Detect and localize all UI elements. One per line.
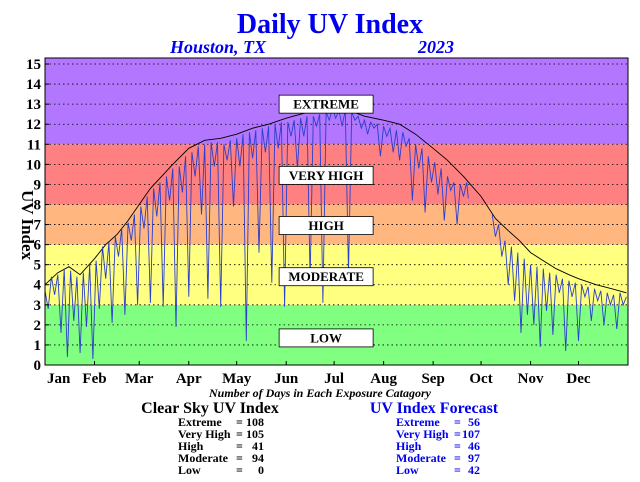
band-label-moderate: MODERATE (278, 267, 374, 287)
clear-sky-eq-moderate: = (236, 451, 243, 465)
x-tick-label: Aug (370, 371, 397, 387)
x-tick-label: Jan (47, 371, 71, 387)
x-tick-label: Apr (176, 371, 202, 387)
forecast-eq-very-high: = (454, 427, 461, 441)
clear-sky-value-moderate: 94 (252, 451, 264, 465)
y-tick-label: 9 (34, 177, 42, 193)
band-label-low: LOW (278, 328, 374, 348)
chart-location: Houston, TX (169, 37, 267, 57)
band-label-high: HIGH (278, 216, 374, 235)
band-label-text: HIGH (308, 218, 343, 233)
clear-sky-eq-low: = (236, 463, 243, 477)
x-tick-label: Feb (82, 371, 106, 387)
clear-sky-eq-high: = (236, 439, 243, 453)
y-tick-label: 3 (34, 298, 42, 314)
forecast-value-low: 42 (468, 463, 480, 477)
clear-sky-label-high: High (178, 439, 204, 453)
y-tick-label: 14 (26, 77, 42, 93)
x-tick-label: May (222, 371, 252, 387)
x-tick-label: Mar (125, 371, 154, 387)
forecast-value-extreme: 56 (468, 415, 480, 429)
forecast-eq-moderate: = (454, 451, 461, 465)
forecast-value-high: 46 (468, 439, 480, 453)
forecast-eq-high: = (454, 439, 461, 453)
band-labels: LOW MODERATE HIGH VERY HIGH EXTREME (278, 94, 374, 348)
band-label-box (278, 94, 374, 114)
clear-sky-label-extreme: Extreme (178, 415, 222, 429)
band-label-box (278, 328, 374, 348)
forecast-title: UV Index Forecast (370, 400, 499, 417)
forecast-eq-low: = (454, 463, 461, 477)
clear-sky-stats: Extreme = 108 Very High = 105 High = 41 … (178, 415, 264, 477)
y-tick-label: 1 (34, 338, 42, 354)
chart-title: Daily UV Index (237, 9, 423, 40)
forecast-eq-extreme: = (454, 415, 461, 429)
x-tick-label: Nov (518, 371, 544, 387)
clear-sky-label-very-high: Very High (178, 427, 231, 441)
band-label-text: EXTREME (293, 97, 359, 112)
forecast-value-moderate: 97 (468, 451, 480, 465)
plot-frame (44, 57, 629, 366)
band-label-text: LOW (310, 330, 342, 345)
forecast-label-moderate: Moderate (396, 451, 447, 465)
band-label-box (278, 267, 374, 287)
band-label-box (278, 216, 374, 235)
forecast-stats: Extreme = 56 Very High = 107 High = 46 M… (396, 415, 480, 477)
forecast-line (44, 106, 469, 360)
y-tick-label: 8 (34, 197, 42, 213)
x-tick-label: Sep (421, 371, 444, 387)
clear-sky-value-low: 0 (258, 463, 264, 477)
band-label-text: VERY HIGH (289, 168, 364, 183)
x-axis-ticks: Jan Feb Mar Apr May Jun Jul Aug Sep Oct Nov Dec (44, 361, 591, 387)
y-tick-label: 15 (26, 57, 41, 73)
y-tick-label: 4 (34, 278, 42, 294)
y-tick-label: 10 (26, 157, 41, 173)
chart-year: 2023 (417, 37, 454, 57)
forecast-label-low: Low (396, 463, 419, 477)
x-tick-label: Dec (566, 371, 590, 387)
forecast-value-very-high: 107 (462, 427, 480, 441)
forecast-label-very-high: Very High (396, 427, 449, 441)
y-axis-label: UV Index (18, 190, 37, 261)
x-tick-label: Oct (469, 371, 492, 387)
band-label-very-high: VERY HIGH (278, 165, 374, 185)
forecast-label-high: High (396, 439, 422, 453)
clear-sky-title: Clear Sky UV Index (141, 400, 279, 417)
clear-sky-value-high: 41 (252, 439, 264, 453)
forecast-label-extreme: Extreme (396, 415, 440, 429)
band-label-box (278, 165, 374, 185)
clear-sky-label-moderate: Moderate (178, 451, 229, 465)
stats-caption: Number of Days in Each Exposure Catagory (208, 386, 432, 400)
y-tick-label: 2 (34, 318, 42, 334)
clear-sky-value-very-high: 105 (246, 427, 264, 441)
clear-sky-value-extreme: 108 (246, 415, 264, 429)
forecast-line (491, 214, 627, 352)
x-tick-label: Jul (324, 371, 344, 387)
y-tick-label: 13 (26, 97, 41, 113)
y-tick-label: 7 (34, 218, 42, 234)
clear-sky-label-low: Low (178, 463, 201, 477)
band-label-text: MODERATE (288, 269, 364, 284)
y-tick-label: 5 (34, 258, 42, 274)
y-tick-label: 11 (27, 137, 41, 153)
clear-sky-eq-very-high: = (236, 427, 243, 441)
x-tick-label: Jun (274, 371, 299, 387)
y-tick-label: 12 (26, 117, 41, 133)
clear-sky-eq-extreme: = (236, 415, 243, 429)
y-tick-label: 6 (34, 238, 42, 254)
y-tick-label: 0 (34, 358, 42, 374)
band-label-extreme: EXTREME (278, 94, 374, 114)
